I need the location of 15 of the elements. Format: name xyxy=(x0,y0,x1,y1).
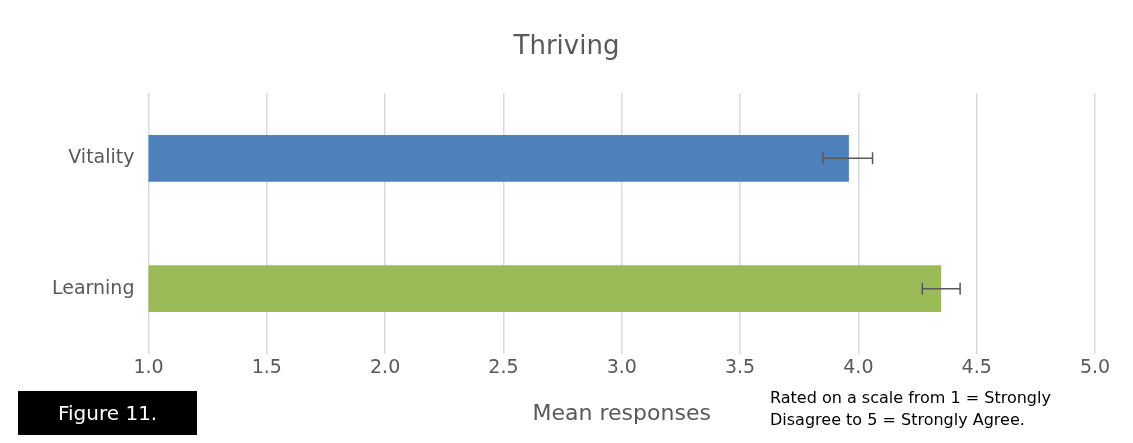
x-tick-label: 5.0 xyxy=(1079,355,1111,378)
x-tick-label: 4.5 xyxy=(961,355,992,378)
y-tick-label: Learning xyxy=(51,275,135,298)
x-tick-label: 2.0 xyxy=(370,355,401,378)
caption: Figure 11. xyxy=(18,391,198,435)
x-tick-label: 3.0 xyxy=(606,355,637,378)
text: Rated on a scale from 1 = Strongly Disagree to 5 = Strongly Agree. xyxy=(770,387,1052,431)
chart-title: Thriving xyxy=(512,30,620,61)
x-tick-label: 1.5 xyxy=(251,355,282,378)
x-tick-label: 4.0 xyxy=(843,355,874,378)
x-tick-label: 1.0 xyxy=(133,355,164,378)
x-tick-label: 3.5 xyxy=(724,355,756,378)
y-tick-label: Vitality xyxy=(68,145,135,168)
x-axis-title: Mean responses xyxy=(532,399,711,425)
x-tick-label: 2.5 xyxy=(488,355,519,378)
